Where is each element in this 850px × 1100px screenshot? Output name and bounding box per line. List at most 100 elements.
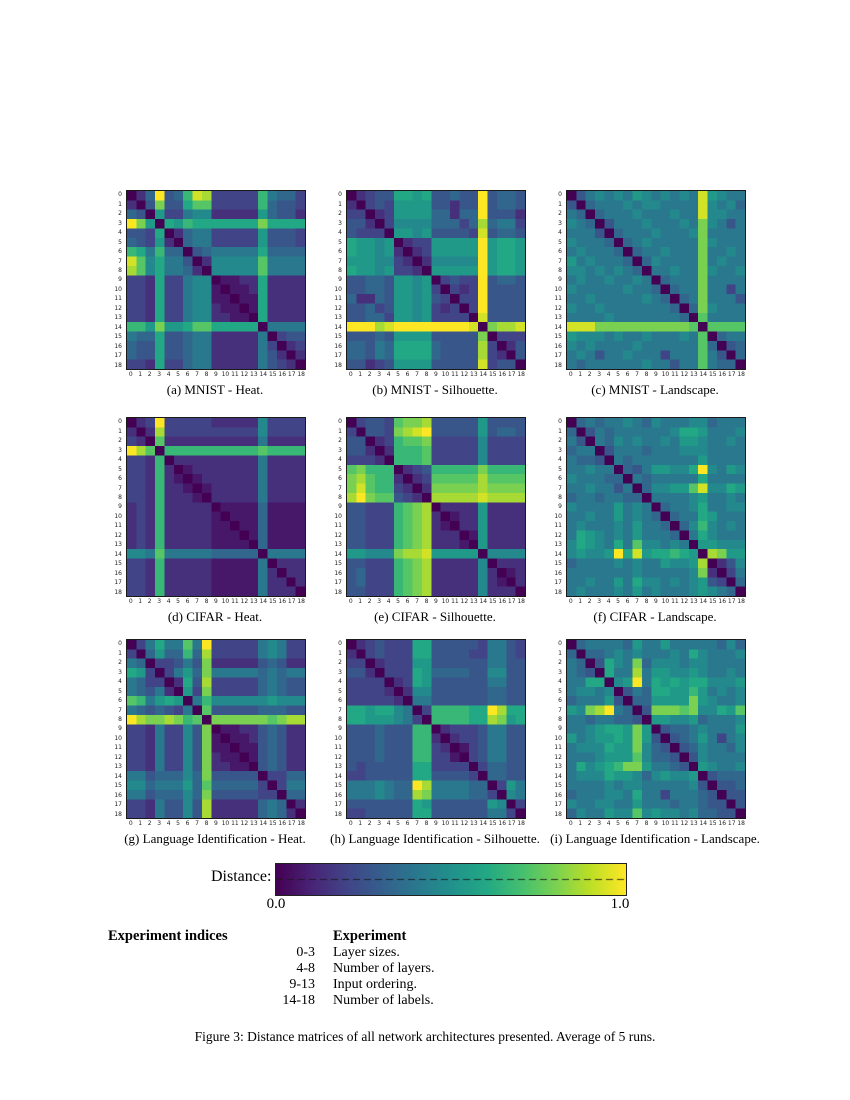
y-tick-label: 18 [554, 361, 562, 369]
y-tick-label: 11 [334, 295, 342, 303]
y-tick-label: 10 [554, 512, 562, 520]
y-tick-label: 6 [118, 475, 122, 483]
y-tick-label: 5 [338, 238, 342, 246]
x-tick-label: 7 [415, 598, 419, 605]
y-tick-label: 2 [118, 437, 122, 445]
x-tick-label: 14 [479, 598, 488, 605]
x-tick-label: 9 [654, 820, 658, 827]
y-tick-label: 15 [334, 333, 342, 341]
x-tick-label: 13 [250, 598, 258, 605]
y-tick-label: 13 [554, 541, 562, 549]
y-tick-label: 7 [338, 484, 342, 492]
legend-indices-value: 0-3 [296, 945, 315, 960]
y-tick-label: 4 [118, 678, 122, 686]
x-tick-label: 15 [708, 371, 717, 378]
subplot-caption: (e) CIFAR - Silhouette. [374, 609, 496, 624]
y-axis-tick-labels: 0 1 2 3 4 5 6 7 8 9 10 11 12 13 14 15 16 17 18 [109, 639, 124, 819]
legend-experiment-value: Input ordering. [333, 977, 417, 992]
y-tick-label: 7 [558, 706, 562, 714]
x-tick-label: 17 [507, 598, 516, 605]
legend-indices-value: 9-13 [289, 977, 315, 992]
y-tick-label: 12 [334, 304, 342, 312]
x-tick-label: 5 [616, 371, 620, 378]
y-tick-label: 4 [558, 229, 562, 237]
y-tick-label: 16 [554, 569, 562, 577]
y-tick-label: 10 [114, 512, 122, 520]
y-tick-label: 11 [334, 522, 342, 530]
x-tick-label: 9 [214, 371, 218, 378]
y-tick-label: 0 [338, 640, 342, 648]
y-tick-label: 14 [114, 323, 122, 331]
y-tick-label: 12 [554, 304, 562, 312]
x-axis-tick-labels: 0 1 2 3 4 5 6 7 8 9 10 11 12 13 14 15 16 17 18 [566, 598, 746, 605]
y-tick-label: 5 [338, 465, 342, 473]
y-tick-label: 1 [118, 427, 122, 435]
heatmap-cifar-heat [126, 417, 306, 597]
y-tick-label: 15 [114, 782, 122, 790]
x-tick-label: 11 [231, 820, 239, 827]
x-tick-label: 11 [451, 598, 459, 605]
legend-experiment-value: Number of layers. [333, 961, 435, 976]
y-tick-label: 13 [114, 541, 122, 549]
x-tick-label: 12 [240, 371, 249, 378]
x-tick-label: 0 [568, 820, 573, 827]
y-tick-label: 9 [338, 276, 342, 284]
y-tick-label: 8 [558, 266, 562, 274]
y-tick-label: 0 [558, 418, 562, 426]
y-tick-label: 7 [558, 257, 562, 265]
x-tick-label: 12 [240, 820, 249, 827]
x-tick-label: 10 [441, 820, 450, 827]
y-tick-label: 17 [554, 579, 562, 587]
y-tick-label: 15 [554, 782, 562, 790]
heatmap-cifar-silhouette [346, 417, 526, 597]
x-tick-label: 17 [287, 820, 296, 827]
figure-caption: Figure 3: Distance matrices of all netwo… [194, 1029, 656, 1044]
y-tick-label: 1 [558, 427, 562, 435]
x-tick-label: 12 [460, 598, 469, 605]
x-tick-label: 9 [434, 371, 438, 378]
y-tick-label: 18 [554, 810, 562, 818]
x-tick-label: 14 [259, 820, 268, 827]
x-tick-label: 7 [195, 371, 199, 378]
y-axis-tick-labels: 0 1 2 3 4 5 6 7 8 9 10 11 12 13 14 15 16 17 18 [549, 190, 564, 370]
x-tick-label: 6 [405, 598, 410, 605]
y-tick-label: 14 [334, 550, 342, 558]
x-tick-label: 15 [488, 598, 497, 605]
y-tick-label: 8 [558, 715, 562, 723]
y-tick-label: 6 [558, 475, 562, 483]
x-tick-label: 5 [176, 598, 180, 605]
y-tick-label: 4 [338, 678, 342, 686]
x-tick-label: 7 [195, 820, 199, 827]
x-tick-label: 10 [221, 598, 230, 605]
x-tick-label: 10 [661, 371, 670, 378]
x-tick-label: 18 [297, 820, 305, 827]
y-tick-label: 18 [334, 361, 342, 369]
x-tick-label: 16 [278, 371, 287, 378]
x-tick-label: 8 [644, 820, 649, 827]
y-tick-label: 9 [118, 503, 122, 511]
y-tick-label: 11 [114, 295, 122, 303]
x-tick-label: 8 [644, 371, 649, 378]
x-axis-tick-labels: 0 1 2 3 4 5 6 7 8 9 10 11 12 13 14 15 16 17 18 [346, 820, 526, 827]
x-axis-tick-labels: 0 1 2 3 4 5 6 7 8 9 10 11 12 13 14 15 16 17 18 [346, 598, 526, 605]
y-tick-label: 14 [334, 323, 342, 331]
x-tick-label: 5 [616, 820, 620, 827]
x-tick-label: 11 [231, 371, 239, 378]
y-tick-label: 6 [558, 248, 562, 256]
x-tick-label: 12 [680, 371, 689, 378]
x-tick-label: 8 [424, 820, 429, 827]
x-tick-label: 14 [259, 598, 268, 605]
y-tick-label: 2 [558, 659, 562, 667]
subplot-caption: (c) MNIST - Landscape. [591, 382, 719, 397]
y-tick-label: 17 [334, 579, 342, 587]
x-tick-label: 3 [597, 598, 602, 605]
x-tick-label: 5 [396, 820, 400, 827]
x-tick-label: 5 [396, 598, 400, 605]
y-tick-label: 3 [558, 219, 562, 227]
x-tick-label: 18 [737, 371, 745, 378]
y-tick-label: 7 [118, 706, 122, 714]
y-tick-label: 2 [338, 210, 342, 218]
y-tick-label: 8 [118, 493, 122, 501]
x-tick-label: 16 [278, 598, 287, 605]
